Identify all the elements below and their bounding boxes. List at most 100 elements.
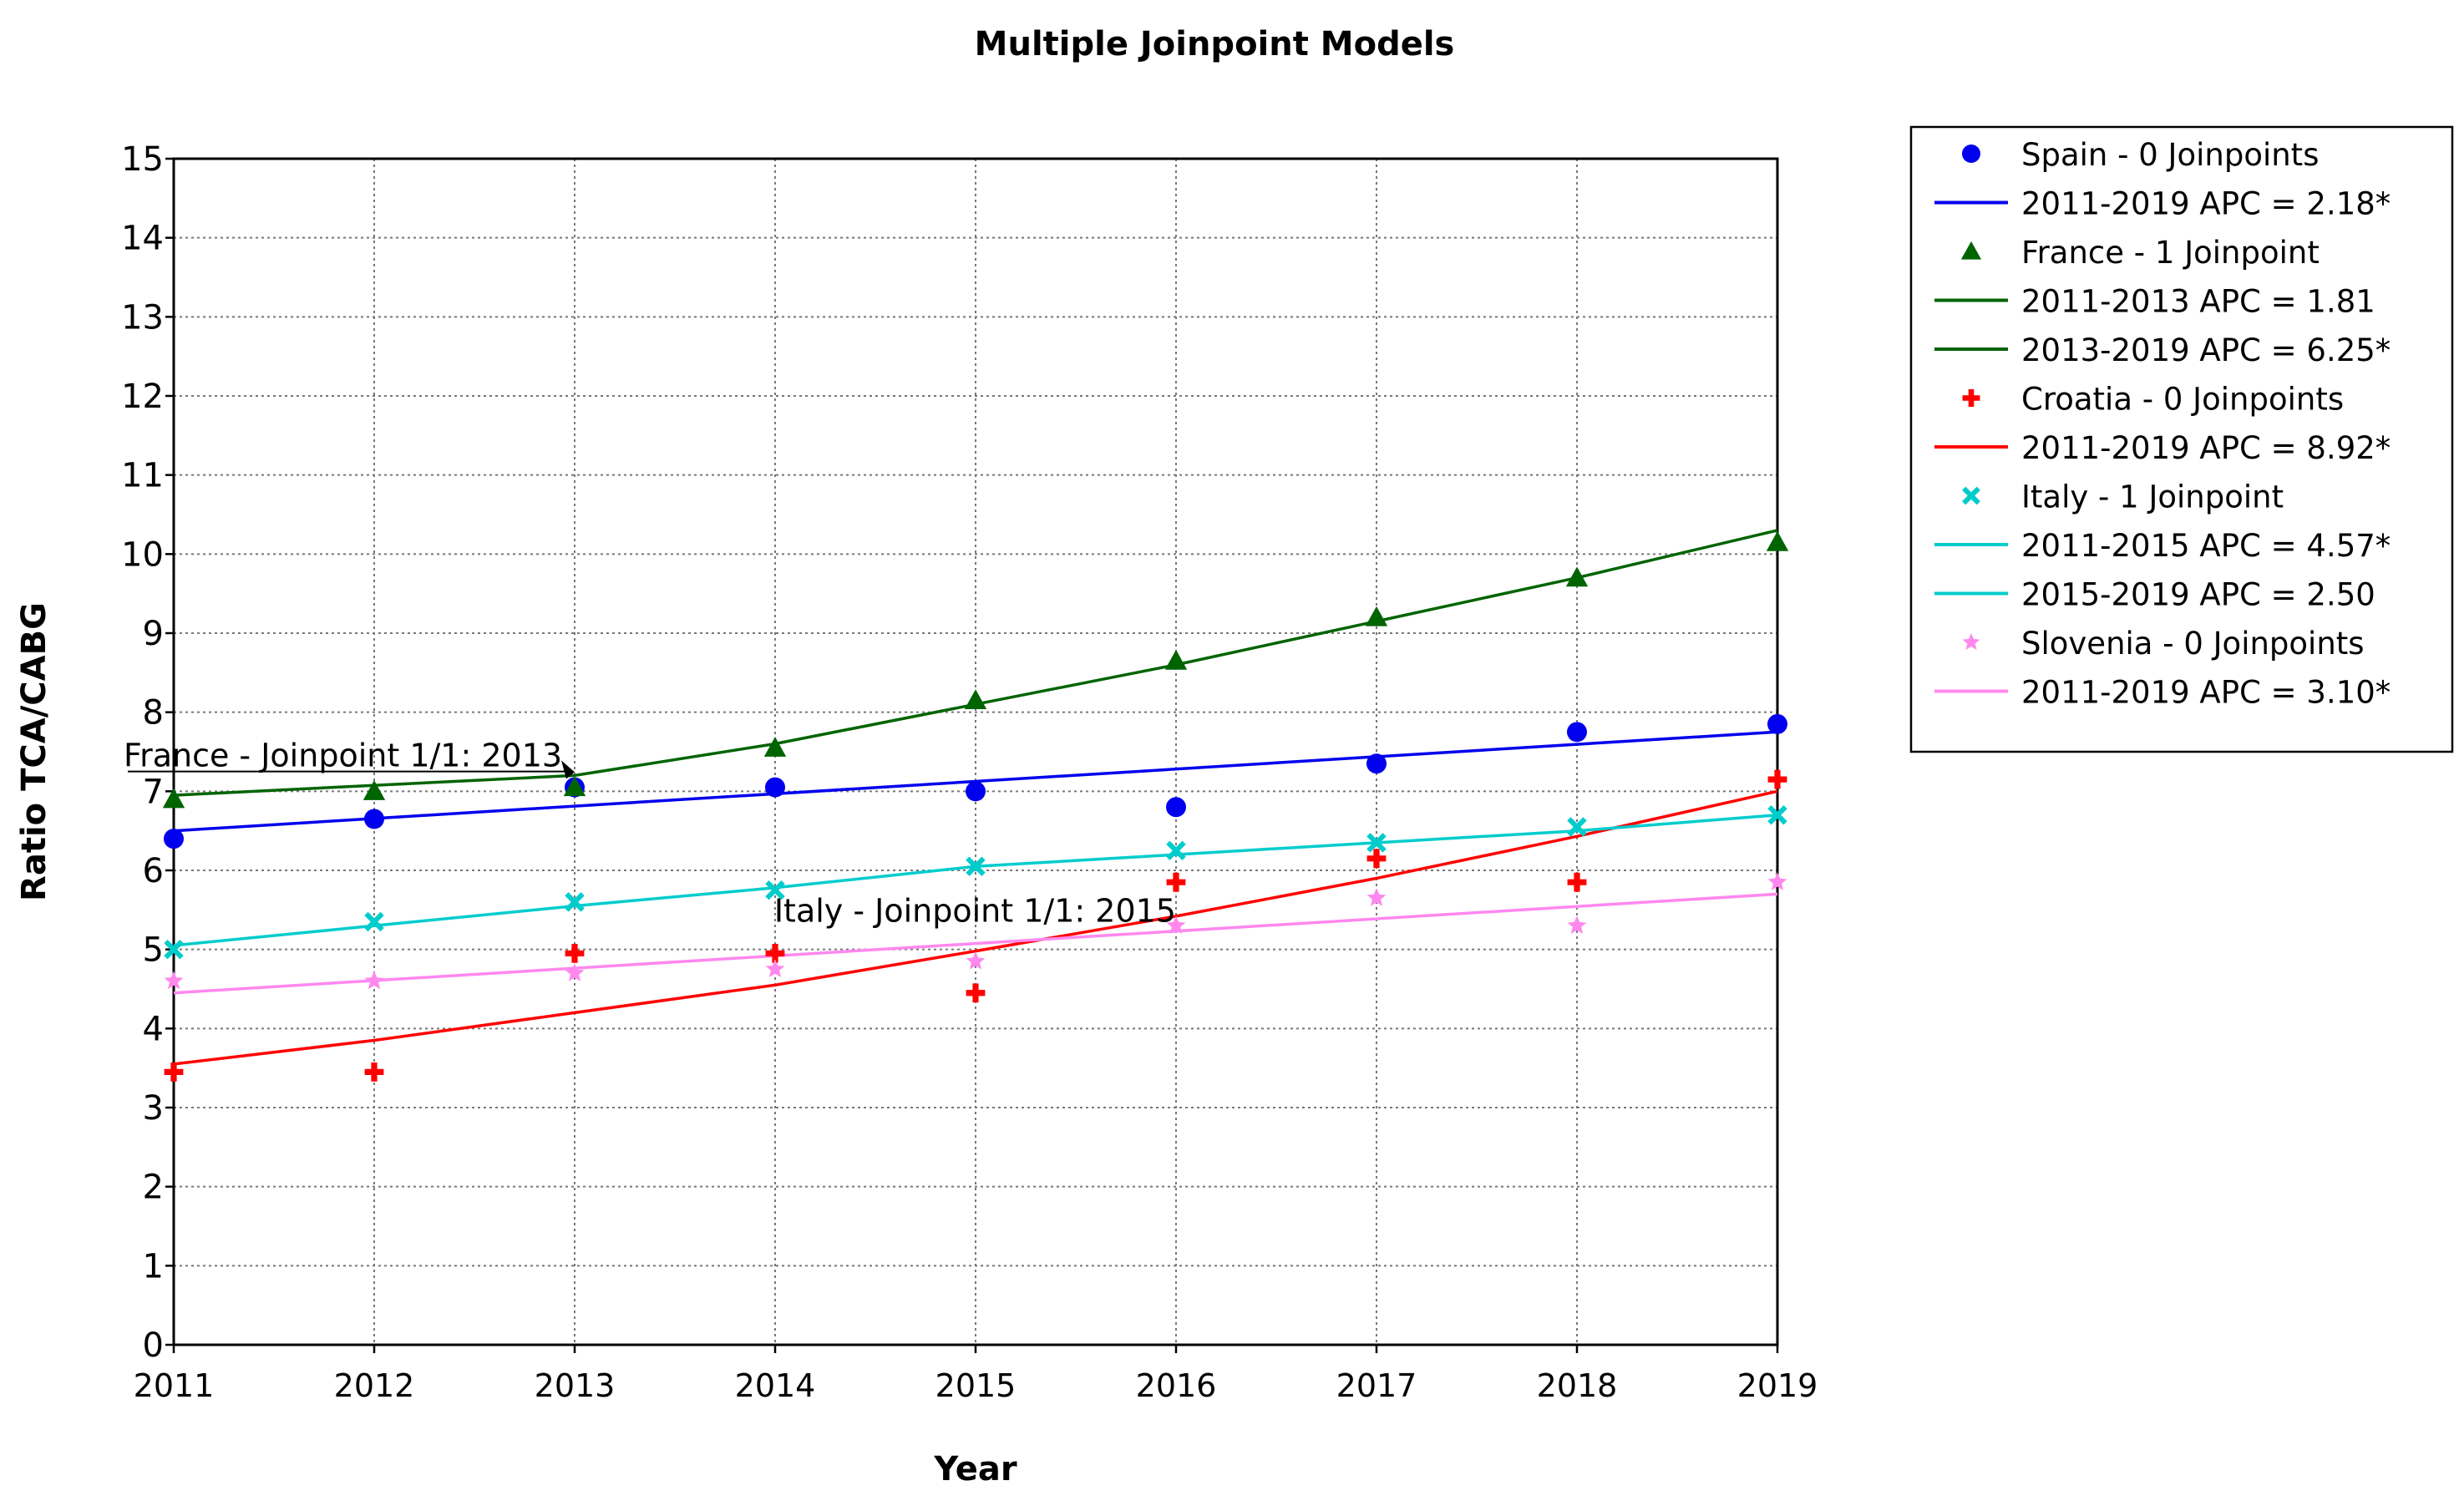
legend: Spain - 0 Joinpoints 2011-2019 APC = 2.18… <box>1909 125 2454 753</box>
y-tick-label: 4 <box>143 1010 164 1048</box>
france-data-point <box>162 788 185 809</box>
y-tick-label: 8 <box>143 694 164 733</box>
croatia-data-point <box>765 944 785 963</box>
data-markers <box>162 530 1789 1082</box>
italy-joinpoint-annotation: Italy - Joinpoint 1/1: 2015 <box>774 892 1176 929</box>
italy-legend-marker <box>1962 486 1980 505</box>
x-tick-label: 2019 <box>1737 1367 1818 1404</box>
y-tick-label: 10 <box>121 535 164 574</box>
x-tick-label: 2011 <box>134 1367 215 1404</box>
legend-box <box>1909 125 2454 753</box>
italy-legend-label: Italy - 1 Joinpoint <box>2021 479 2284 515</box>
slovenia-data-point <box>1166 915 1186 934</box>
croatia-data-point <box>1366 849 1387 869</box>
chart-title: Multiple Joinpoint Models <box>975 25 1455 63</box>
italy-legend-segment: 2015-2019 APC = 2.50 <box>2021 577 2375 613</box>
slovenia-data-point <box>1767 872 1787 890</box>
x-tick-label: 2012 <box>334 1367 415 1404</box>
slovenia-legend-label: Slovenia - 0 Joinpoints <box>2021 626 2365 662</box>
slovenia-data-point <box>1366 888 1387 906</box>
spain-data-point <box>1166 797 1186 818</box>
y-tick-label: 9 <box>143 615 164 653</box>
italy-data-point <box>1767 805 1787 825</box>
italy-data-point <box>364 911 384 932</box>
france-data-point <box>1365 606 1388 626</box>
france-data-point <box>964 689 987 710</box>
x-axis-title: Year <box>933 1450 1017 1488</box>
x-tick-label: 2016 <box>1136 1367 1217 1404</box>
y-tick-label: 7 <box>143 773 164 811</box>
france-data-point <box>763 737 787 757</box>
spain-data-point <box>164 829 184 849</box>
spain-legend-label: Spain - 0 Joinpoints <box>2021 137 2319 173</box>
france-legend-marker <box>1960 241 1982 260</box>
y-tick-label: 6 <box>143 852 164 890</box>
italy-data-point <box>765 880 785 900</box>
croatia-data-point <box>1166 872 1186 892</box>
france-legend-segment: 2011-2013 APC = 1.81 <box>2021 284 2375 320</box>
croatia-data-point <box>1767 769 1787 789</box>
croatia-data-point <box>565 944 585 963</box>
slovenia-data-point <box>765 959 785 977</box>
slovenia-legend-segment: 2011-2019 APC = 3.10* <box>2021 675 2390 711</box>
y-tick-label: 15 <box>121 140 164 179</box>
italy-data-point <box>1166 840 1186 861</box>
slovenia-data-point <box>565 963 585 981</box>
x-tick-label: 2018 <box>1537 1367 1618 1404</box>
slovenia-data-point <box>966 951 986 970</box>
spain-legend-marker <box>1962 145 1980 163</box>
france-joinpoint-annotation: France - Joinpoint 1/1: 2013 <box>124 738 562 774</box>
slovenia-legend-marker <box>1962 633 1980 650</box>
spain-data-point <box>1767 713 1787 734</box>
y-tick-label: 0 <box>143 1326 164 1365</box>
france-legend-segment: 2013-2019 APC = 6.25* <box>2021 332 2390 368</box>
france-data-point <box>1565 566 1589 587</box>
spain-data-point <box>364 809 384 829</box>
slovenia-data-point <box>1567 915 1587 934</box>
spain-data-point <box>765 777 785 798</box>
france-data-point <box>1164 649 1188 670</box>
france-legend-label: France - 1 Joinpoint <box>2021 235 2320 271</box>
france-data-point <box>1766 530 1789 551</box>
croatia-data-point <box>164 1062 184 1082</box>
france-fit-line <box>173 529 1778 797</box>
croatia-fit-line <box>173 789 1778 1066</box>
joinpoint-annotations: France - Joinpoint 1/1: 2013 Italy - Join… <box>124 738 1176 930</box>
x-tick-label: 2014 <box>735 1367 816 1404</box>
axis-ticks: 2011 2012 2013 2014 2015 2016 2017 2018 20190123… <box>121 140 1818 1404</box>
croatia-legend-marker <box>1962 389 1980 407</box>
croatia-legend-segment: 2011-2019 APC = 8.92* <box>2021 430 2390 466</box>
y-tick-label: 1 <box>143 1247 164 1285</box>
y-tick-label: 2 <box>143 1169 164 1207</box>
italy-data-point <box>966 856 986 876</box>
spain-data-point <box>1366 753 1387 774</box>
y-tick-label: 14 <box>121 220 164 258</box>
italy-data-point <box>565 892 585 912</box>
france-data-point <box>363 780 386 800</box>
italy-data-point <box>1567 817 1587 837</box>
croatia-data-point <box>1567 872 1587 892</box>
y-axis-title: Ratio TCA/CABG <box>15 602 53 901</box>
y-tick-label: 12 <box>121 378 164 416</box>
x-tick-label: 2017 <box>1336 1367 1417 1404</box>
italy-legend-segment: 2011-2015 APC = 4.57* <box>2021 528 2390 564</box>
y-tick-label: 13 <box>121 298 164 337</box>
spain-data-point <box>966 781 986 802</box>
croatia-data-point <box>364 1062 384 1082</box>
x-tick-label: 2015 <box>935 1367 1017 1404</box>
annotation-arrowhead <box>561 760 575 779</box>
slovenia-fit-line <box>173 892 1778 995</box>
croatia-legend-label: Croatia - 0 Joinpoints <box>2021 382 2344 418</box>
slovenia-data-point <box>364 971 384 990</box>
x-tick-label: 2013 <box>535 1367 616 1404</box>
y-tick-label: 11 <box>121 457 164 495</box>
slovenia-data-point <box>164 971 184 990</box>
italy-data-point <box>164 939 184 960</box>
croatia-data-point <box>966 983 986 1003</box>
y-tick-label: 3 <box>143 1089 164 1128</box>
y-tick-label: 5 <box>143 931 164 970</box>
italy-data-point <box>1366 833 1387 853</box>
france-data-point <box>563 776 586 797</box>
spain-data-point <box>1567 722 1587 743</box>
